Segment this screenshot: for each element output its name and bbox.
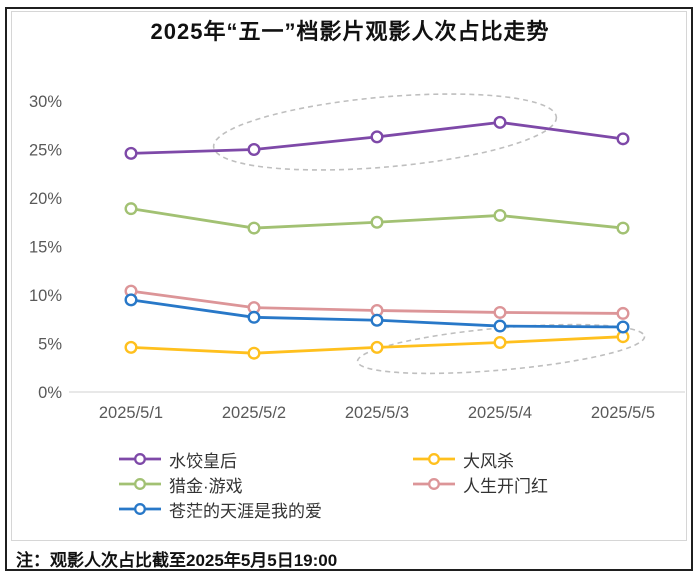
data-point-marker [124,146,138,160]
chart-title: 2025年“五一”档影片观影人次占比走势 [150,19,550,44]
legend-item: 大风杀 [412,448,514,471]
x-axis-tick-label: 2025/5/3 [345,404,409,422]
data-point-marker [247,310,261,324]
data-point-marker [370,215,384,229]
legend-label: 猎金·游戏 [169,476,243,496]
x-axis-tick-label: 2025/5/1 [99,404,163,422]
highlight-ellipse-top [212,93,558,171]
data-point-marker [370,130,384,144]
data-point-marker [124,202,138,216]
y-axis-tick-label: 30% [29,93,62,111]
data-point-marker [616,306,630,320]
data-point-marker [493,319,507,333]
legend-item: 苍茫的天涯是我的爱 [118,498,322,521]
data-point-marker [616,132,630,146]
data-point-marker [493,115,507,129]
y-axis-tick-label: 25% [29,142,62,160]
y-axis-tick-label: 5% [38,336,62,354]
legend-line-marker-icon [119,453,161,465]
data-point-marker [616,320,630,334]
legend-item: 猎金·游戏 [118,473,243,496]
footnote: 注：观影人次占比截至2025年5月5日19:00 [16,551,338,570]
y-axis-tick-label: 10% [29,287,62,305]
data-point-marker [247,346,261,360]
data-point-marker [616,221,630,235]
legend-label: 水饺皇后 [169,451,237,471]
y-axis-tick-label: 15% [29,239,62,257]
legend-line-marker-icon [119,503,161,515]
data-point-marker [247,221,261,235]
legend-line-marker-icon [413,453,455,465]
legend-line-marker-icon [413,478,455,490]
data-point-marker [493,305,507,319]
legend-item: 水饺皇后 [118,448,237,471]
x-axis-tick-label: 2025/5/5 [591,404,655,422]
data-point-marker [370,340,384,354]
x-axis-tick-label: 2025/5/2 [222,404,286,422]
legend-label: 大风杀 [463,451,514,471]
legend-item: 人生开门红 [412,473,548,496]
x-axis-tick-label: 2025/5/4 [468,404,532,422]
data-point-marker [124,293,138,307]
data-point-marker [493,336,507,350]
legend-label: 苍茫的天涯是我的爱 [169,501,322,521]
data-point-marker [124,340,138,354]
chart-area-frame [11,11,687,541]
data-point-marker [370,313,384,327]
y-axis-tick-label: 0% [38,384,62,402]
data-point-marker [493,208,507,222]
legend-line-marker-icon [119,478,161,490]
legend-label: 人生开门红 [463,476,548,496]
data-point-marker [247,142,261,156]
y-axis-tick-label: 20% [29,190,62,208]
